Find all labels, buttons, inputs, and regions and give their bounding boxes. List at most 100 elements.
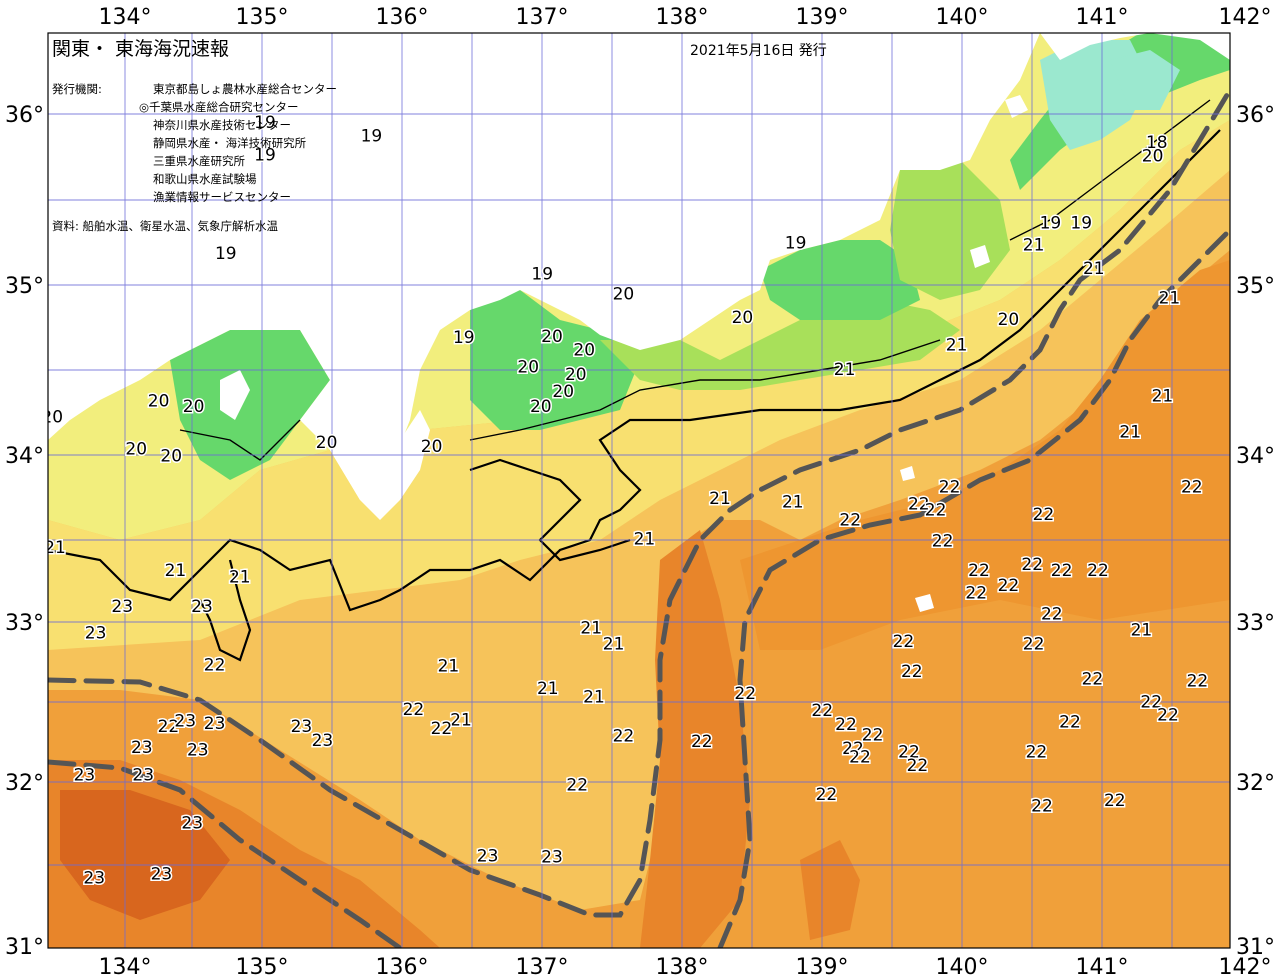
- temperature-label: 22: [431, 719, 453, 739]
- temperature-label: 22: [908, 494, 930, 514]
- land-mainland: [48, 33, 1040, 500]
- temperature-label: 22: [939, 477, 961, 497]
- lon-label: 139°: [796, 955, 849, 980]
- temperature-label: 21: [709, 489, 731, 509]
- temperature-label: 21: [229, 568, 251, 588]
- temperature-label: 20: [573, 341, 595, 361]
- map-frame: [47, 32, 1231, 949]
- lat-label: 34°: [1236, 444, 1275, 469]
- temperature-label: 22: [613, 727, 635, 747]
- temperature-label: 23: [174, 712, 196, 732]
- lon-label: 135°: [236, 5, 289, 30]
- temperature-label: 20: [148, 392, 170, 412]
- temperature-label: 21: [44, 538, 66, 558]
- temperature-label: 22: [1187, 671, 1209, 691]
- temperature-label: 23: [151, 864, 173, 884]
- land-kii-peninsula: [330, 410, 430, 520]
- temperature-label: 20: [517, 358, 539, 378]
- temperature-label: 20: [998, 310, 1020, 330]
- lon-label: 141°: [1076, 955, 1129, 980]
- lon-label: 136°: [376, 955, 429, 980]
- lon-label: 139°: [796, 5, 849, 30]
- contour-20: [48, 129, 1221, 612]
- issuer-item: 東京都島しょ農林水産総合センター: [153, 82, 337, 96]
- temperature-label: 22: [734, 684, 756, 704]
- temperature-label: 22: [1031, 796, 1053, 816]
- temperature-label: 22: [1051, 561, 1073, 581]
- temperature-label: 22: [849, 748, 871, 768]
- temperature-label: 23: [181, 813, 203, 833]
- land-izu-oshima: [970, 245, 990, 268]
- temperature-label: 19: [254, 146, 276, 166]
- data-source: 資料: 船舶水温、衛星水温、気象庁解析水温: [52, 219, 279, 233]
- temperature-label: 20: [613, 285, 635, 305]
- temperature-label: 22: [1082, 669, 1104, 689]
- lon-label: 141°: [1076, 5, 1129, 30]
- temperature-label: 19: [1070, 213, 1092, 233]
- temperature-label: 22: [403, 700, 425, 720]
- issuer-item: 静岡県水産・ 海洋技術研究所: [153, 136, 307, 150]
- temperature-label: 22: [691, 732, 713, 752]
- temperature-label: 22: [1157, 705, 1179, 725]
- lat-label: 35°: [5, 274, 44, 299]
- lat-label: 33°: [1236, 611, 1275, 636]
- temperature-label: 20: [565, 365, 587, 385]
- lon-label: 140°: [936, 5, 989, 30]
- temperature-label: 20: [316, 433, 338, 453]
- zone-19-west: [170, 330, 330, 480]
- temperature-label: 22: [925, 501, 947, 521]
- land-miyake: [900, 466, 915, 481]
- lat-labels-right: 36° 35° 34° 33° 32° 31°: [1236, 103, 1275, 960]
- lon-label: 134°: [99, 5, 152, 30]
- temperature-label: 21: [1152, 386, 1174, 406]
- lat-label: 33°: [5, 611, 44, 636]
- temperature-label: 20: [552, 382, 574, 402]
- temperature-label: 22: [1021, 555, 1043, 575]
- temperature-label: 21: [450, 711, 472, 731]
- current-axis: [48, 87, 1230, 948]
- lon-label: 134°: [99, 955, 152, 980]
- lat-label: 35°: [1236, 274, 1275, 299]
- issuers-label: 発行機関:: [52, 82, 102, 96]
- contour-20c: [199, 559, 252, 662]
- lon-labels-top: 134° 135° 136° 137° 138° 139° 140° 141° …: [99, 5, 1272, 30]
- lat-label: 34°: [5, 444, 44, 469]
- temperature-label: 21: [1159, 289, 1181, 309]
- temperature-label: 23: [74, 766, 96, 786]
- temperature-label: 22: [898, 742, 920, 762]
- issuer-item: 三重県水産研究所: [153, 154, 245, 168]
- zone-18b: [1110, 50, 1180, 110]
- temperature-label: 20: [160, 447, 182, 467]
- temperature-label: 23: [83, 869, 105, 889]
- lat-label: 36°: [5, 103, 44, 128]
- issuer-item: ◎千葉県水産総合研究センター: [139, 100, 299, 114]
- current-axis-south: [48, 87, 1230, 918]
- map-title: 関東・ 東海海況速報: [52, 38, 229, 60]
- temperature-label: 22: [1181, 477, 1203, 497]
- temperature-label: 23: [111, 597, 133, 617]
- lat-label: 31°: [5, 935, 44, 960]
- temperature-label: 22: [998, 576, 1020, 596]
- temperature-label: 19: [531, 264, 553, 284]
- lon-label: 138°: [656, 5, 709, 30]
- temperature-label: 21: [946, 335, 968, 355]
- zone-20b: [48, 120, 1230, 650]
- temperature-label: 22: [1140, 693, 1162, 713]
- temperature-label: 23: [187, 740, 209, 760]
- temperature-label: 22: [1087, 561, 1109, 581]
- temperature-label: 21: [1023, 236, 1045, 256]
- temperature-label: 22: [862, 725, 884, 745]
- contour-19: [179, 419, 301, 461]
- temperature-label: 23: [541, 847, 563, 867]
- zone-23b: [60, 790, 230, 920]
- temperature-label: 19: [453, 328, 475, 348]
- temperature-label: 22: [839, 510, 861, 530]
- temperature-label: 21: [537, 679, 559, 699]
- contour-19c: [1009, 99, 1211, 241]
- zone-23c: [640, 530, 750, 948]
- land-boso: [1040, 33, 1230, 60]
- issuer-item: 漁業情報サービスセンター: [153, 190, 291, 204]
- lon-label: 137°: [516, 5, 569, 30]
- temperature-label: 22: [158, 717, 180, 737]
